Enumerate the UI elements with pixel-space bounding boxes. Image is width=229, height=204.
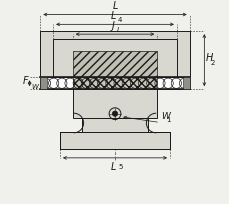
Text: J: J — [111, 21, 114, 31]
Polygon shape — [72, 89, 157, 118]
Text: W: W — [161, 112, 169, 121]
Text: F: F — [22, 76, 28, 86]
Polygon shape — [53, 39, 176, 77]
Text: 1: 1 — [165, 117, 170, 123]
Polygon shape — [40, 77, 47, 89]
Polygon shape — [40, 31, 189, 77]
Polygon shape — [182, 77, 189, 89]
Polygon shape — [40, 77, 189, 89]
Polygon shape — [60, 118, 169, 149]
Text: W: W — [31, 84, 38, 90]
Text: H: H — [205, 53, 212, 63]
Text: 4: 4 — [118, 17, 122, 23]
Text: L: L — [110, 162, 116, 172]
Text: L: L — [117, 27, 120, 33]
Text: 2: 2 — [209, 60, 214, 66]
Text: 5: 5 — [118, 164, 122, 170]
Polygon shape — [72, 77, 157, 89]
Polygon shape — [72, 51, 157, 77]
Text: L: L — [112, 1, 117, 11]
Circle shape — [112, 111, 117, 116]
Text: L: L — [110, 11, 116, 21]
